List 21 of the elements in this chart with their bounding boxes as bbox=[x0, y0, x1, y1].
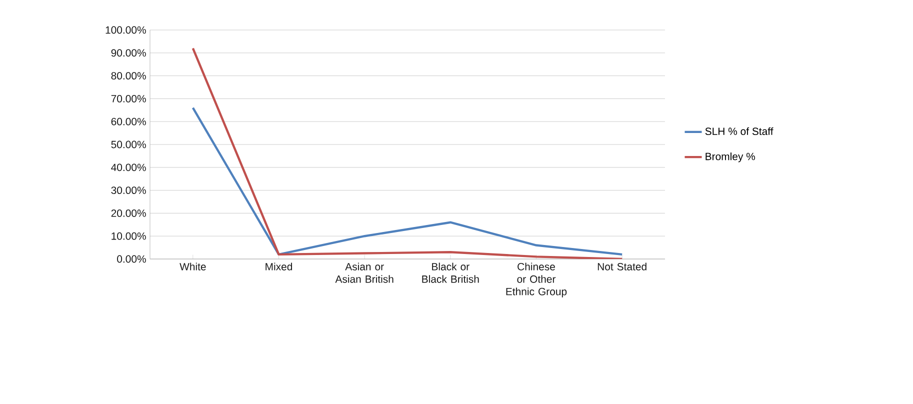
x-tick-label: Chinese or Other Ethnic Group bbox=[506, 262, 567, 298]
line-series bbox=[192, 47, 624, 259]
y-tick-label: 60.00% bbox=[111, 118, 146, 126]
x-tick-label: White bbox=[180, 262, 206, 270]
y-tick-label: 50.00% bbox=[111, 140, 146, 148]
y-tick-label: 30.00% bbox=[111, 186, 146, 194]
x-tick-label: Asian or Asian British bbox=[335, 262, 394, 283]
y-tick-label: 20.00% bbox=[111, 210, 146, 217]
y-tick-label: 90.00% bbox=[111, 49, 146, 57]
y-tick-label: 100.00% bbox=[106, 26, 146, 34]
x-tick-label: Mixed bbox=[266, 262, 292, 270]
x-tick-label: Black or Black British bbox=[422, 262, 479, 283]
x-tick-label: Not Stated bbox=[598, 262, 646, 270]
y-tick-label: 80.00% bbox=[111, 72, 146, 80]
y-tick-label: 40.00% bbox=[111, 164, 146, 172]
legend-label: Bromley % bbox=[706, 152, 756, 162]
y-tick-label: 0.00% bbox=[117, 255, 146, 263]
legend-label: SLH % of Staff bbox=[705, 127, 774, 136]
y-tick-label: 70.00% bbox=[111, 95, 146, 102]
y-tick-label: 10.00% bbox=[112, 232, 146, 240]
line-series bbox=[192, 106, 624, 256]
